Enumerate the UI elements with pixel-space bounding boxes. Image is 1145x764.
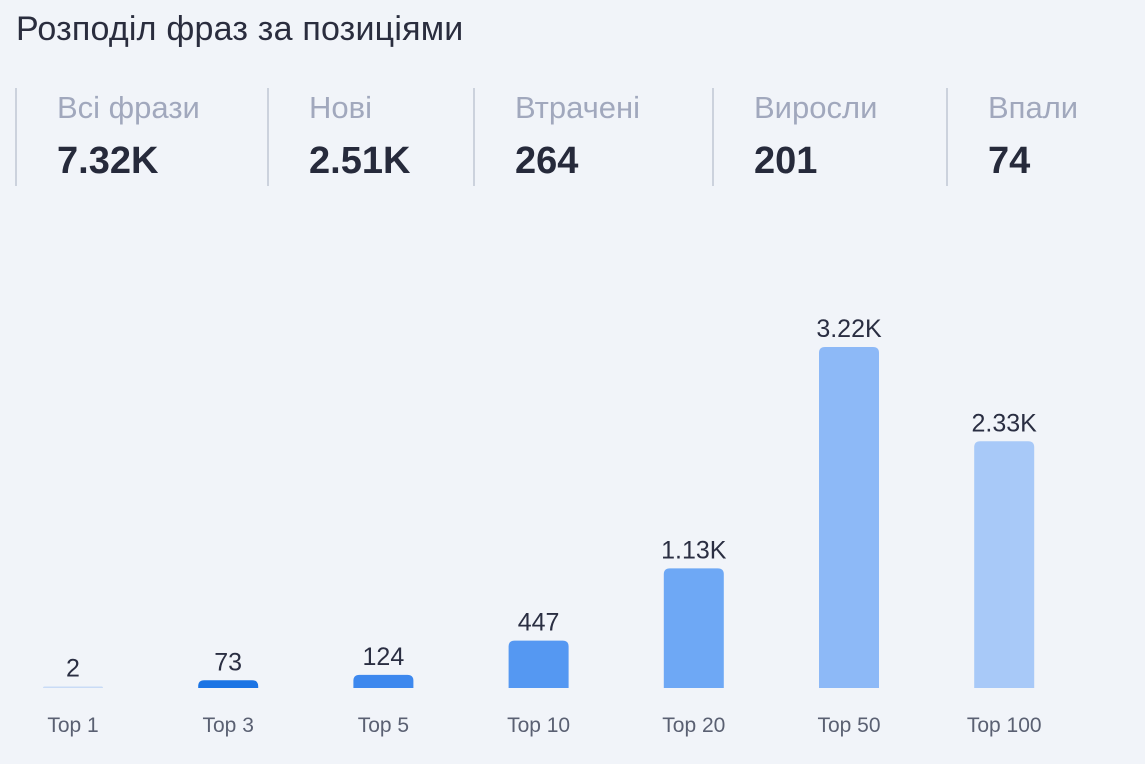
stat-value: 264 xyxy=(515,140,579,182)
stats-row: Всі фрази 7.32K Нові 2.51K Втрачені 264 … xyxy=(0,88,1145,186)
x-tick-label: Top 10 xyxy=(507,714,570,737)
stat-improved[interactable]: Виросли 201 xyxy=(712,88,947,186)
stat-label: Нові xyxy=(309,90,372,125)
stat-value: 74 xyxy=(988,140,1031,182)
stat-value: 201 xyxy=(754,140,818,182)
x-tick-label: Top 20 xyxy=(662,714,725,737)
bar-top-20[interactable] xyxy=(663,568,724,688)
bar-value-label: 124 xyxy=(363,643,405,671)
stat-lost[interactable]: Втрачені 264 xyxy=(473,88,713,186)
stat-label: Виросли xyxy=(754,90,878,125)
stat-all-phrases[interactable]: Всі фрази 7.32K xyxy=(15,88,267,186)
x-tick-label: Top 5 xyxy=(358,714,409,737)
bar-top-10[interactable] xyxy=(508,640,569,688)
bar-top-1[interactable] xyxy=(43,686,103,689)
stat-value: 2.51K xyxy=(309,140,411,182)
bar-top-50[interactable] xyxy=(819,347,879,688)
bar-value-label: 2 xyxy=(66,655,80,683)
stat-label: Впали xyxy=(988,90,1079,125)
stat-label: Всі фрази xyxy=(57,90,200,125)
bar-top-5[interactable] xyxy=(353,674,414,688)
page-title: Розподіл фраз за позиціями xyxy=(16,10,464,48)
stat-value: 7.32K xyxy=(57,140,159,182)
x-tick-label: Top 3 xyxy=(203,714,254,737)
x-tick-label: Top 1 xyxy=(47,714,98,737)
bar-value-label: 73 xyxy=(214,648,242,676)
bar-top-3[interactable] xyxy=(198,680,259,688)
x-tick-label: Top 100 xyxy=(967,714,1042,737)
stat-declined[interactable]: Впали 74 xyxy=(946,88,1145,186)
stat-label: Втрачені xyxy=(515,90,641,125)
bar-top-100[interactable] xyxy=(974,441,1035,688)
bar-value-label: 3.22K xyxy=(816,315,882,343)
bar-value-label: 2.33K xyxy=(972,409,1038,437)
x-tick-label: Top 50 xyxy=(817,714,880,737)
stat-new[interactable]: Нові 2.51K xyxy=(267,88,474,186)
bar-value-label: 447 xyxy=(518,609,560,637)
bar-value-label: 1.13K xyxy=(661,536,727,564)
